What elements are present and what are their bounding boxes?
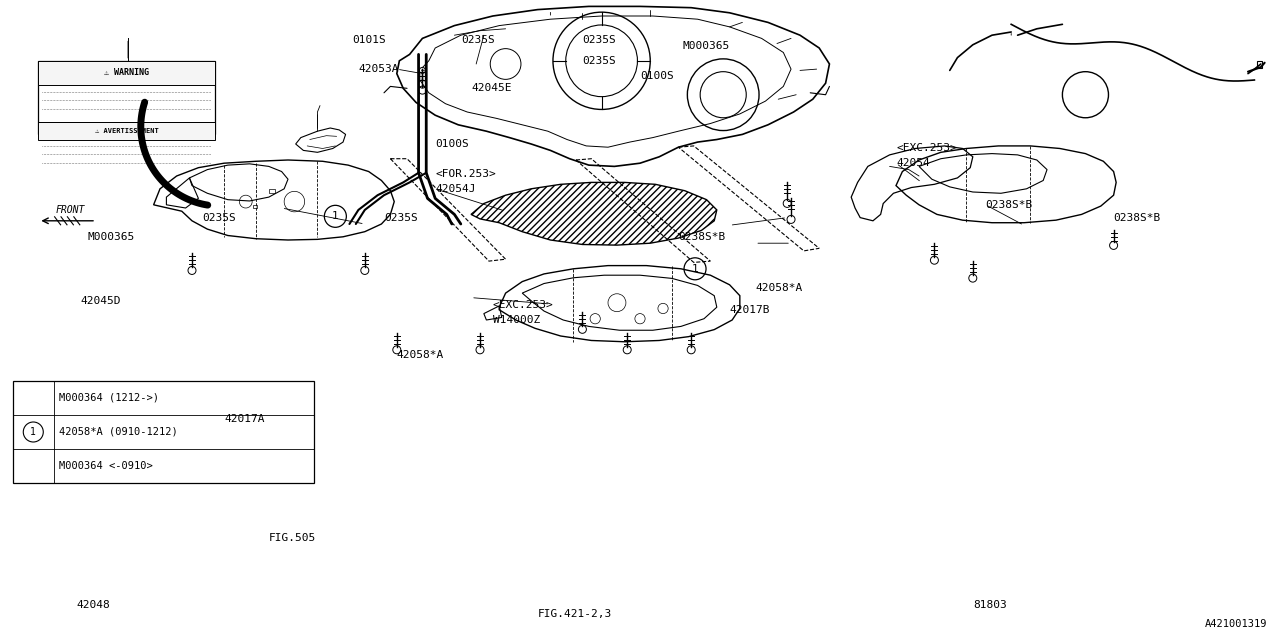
Text: 42045E: 42045E: [471, 83, 512, 93]
Bar: [38, 61, 215, 85]
Text: 42048: 42048: [77, 600, 110, 610]
Text: 42045D: 42045D: [81, 296, 122, 306]
Bar: [38, 122, 215, 140]
Text: 42017A: 42017A: [224, 414, 265, 424]
Text: 42017B: 42017B: [730, 305, 771, 316]
Text: <FOR.253>: <FOR.253>: [435, 169, 495, 179]
Text: M000364 (1212->): M000364 (1212->): [59, 393, 159, 403]
Text: 0235S: 0235S: [582, 35, 616, 45]
Text: 42058*A: 42058*A: [755, 283, 803, 293]
Text: M000365: M000365: [87, 232, 134, 242]
Text: 42058*A: 42058*A: [397, 350, 444, 360]
Text: <EXC.253>: <EXC.253>: [493, 300, 553, 310]
Text: W14000Z: W14000Z: [493, 315, 540, 325]
Text: 0235S: 0235S: [582, 56, 616, 66]
Text: FIG.505: FIG.505: [269, 532, 316, 543]
Text: FRONT: FRONT: [56, 205, 84, 215]
Text: M000364 <-0910>: M000364 <-0910>: [59, 461, 152, 471]
Text: FIG.421-2,3: FIG.421-2,3: [538, 609, 612, 620]
Bar: [13, 381, 314, 483]
Bar: [253, 205, 257, 208]
Text: 1: 1: [31, 427, 36, 437]
Text: A421001319: A421001319: [1204, 619, 1267, 629]
Text: 42054: 42054: [896, 158, 929, 168]
Text: 0235S: 0235S: [384, 212, 417, 223]
Text: <EXC.253>: <EXC.253>: [896, 143, 956, 154]
Text: 0235S: 0235S: [461, 35, 494, 45]
Bar: [269, 189, 275, 193]
Text: 42058*A (0910-1212): 42058*A (0910-1212): [59, 427, 178, 437]
Text: 81803: 81803: [973, 600, 1006, 610]
Text: 42053A: 42053A: [358, 64, 399, 74]
Text: ⚠ AVERTISSEMENT: ⚠ AVERTISSEMENT: [95, 127, 159, 134]
Text: M000365: M000365: [682, 41, 730, 51]
Text: 0100S: 0100S: [640, 70, 673, 81]
Text: 1: 1: [332, 211, 339, 221]
Text: 42054J: 42054J: [435, 184, 476, 194]
Circle shape: [420, 67, 425, 74]
Text: ⚠ WARNING: ⚠ WARNING: [104, 68, 150, 77]
Text: 1: 1: [691, 264, 699, 274]
Text: 0101S: 0101S: [352, 35, 385, 45]
Text: 0235S: 0235S: [202, 212, 236, 223]
Bar: [38, 61, 215, 134]
Text: 0238S*B: 0238S*B: [986, 200, 1033, 210]
Text: 0238S*B: 0238S*B: [678, 232, 726, 242]
Text: 0100S: 0100S: [435, 139, 468, 149]
Text: 0238S*B: 0238S*B: [1114, 212, 1161, 223]
Bar: [1257, 61, 1262, 68]
